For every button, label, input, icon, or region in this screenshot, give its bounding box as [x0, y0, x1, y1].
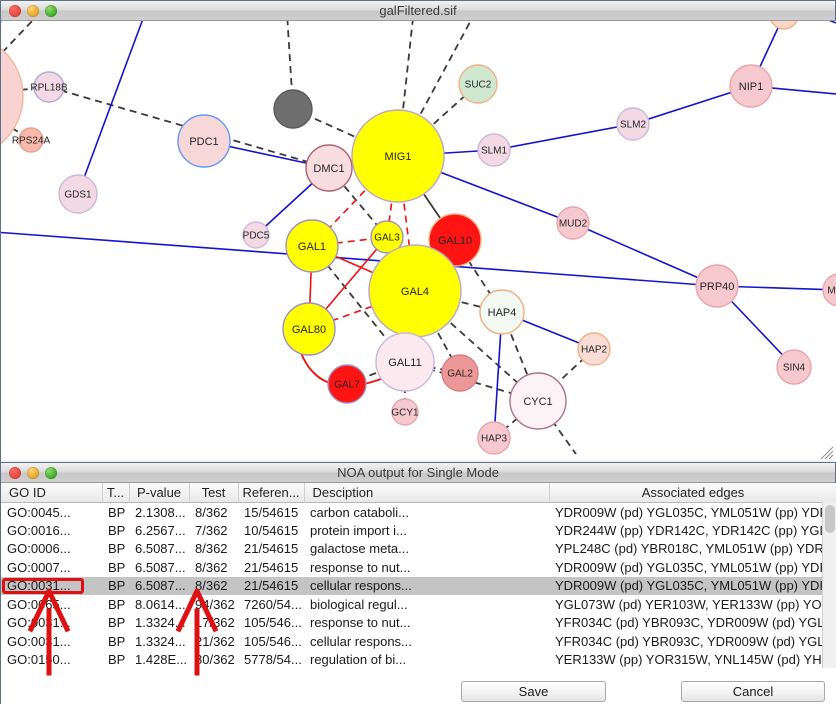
svg-text:GCY1: GCY1	[391, 408, 419, 419]
svg-text:NIP1: NIP1	[739, 81, 763, 93]
svg-text:DMC1: DMC1	[313, 163, 344, 175]
svg-text:MSI1: MSI1	[827, 286, 836, 297]
svg-text:HAP4: HAP4	[488, 307, 517, 319]
svg-text:GAL11: GAL11	[388, 357, 421, 369]
svg-text:GAL7: GAL7	[334, 380, 360, 391]
svg-text:PRP40: PRP40	[700, 281, 735, 293]
svg-text:MUD2: MUD2	[559, 219, 588, 230]
svg-text:HAP2: HAP2	[581, 345, 608, 356]
svg-text:GAL10: GAL10	[438, 235, 472, 247]
svg-text:GAL4: GAL4	[401, 286, 429, 298]
svg-text:RPL18B: RPL18B	[30, 83, 68, 94]
svg-text:SIN4: SIN4	[783, 363, 806, 374]
svg-text:GDS1: GDS1	[64, 190, 92, 201]
svg-text:GAL80: GAL80	[292, 324, 326, 336]
svg-text:PDC5: PDC5	[243, 231, 270, 242]
svg-text:SUC2: SUC2	[465, 80, 492, 91]
svg-text:GAL3: GAL3	[374, 233, 400, 244]
svg-text:SLM1: SLM1	[481, 146, 508, 157]
svg-text:RPS24A: RPS24A	[12, 136, 51, 147]
svg-text:PDC1: PDC1	[189, 136, 218, 148]
svg-text:GAL2: GAL2	[447, 369, 473, 380]
svg-text:MIG1: MIG1	[385, 151, 412, 163]
svg-text:SLM2: SLM2	[620, 120, 647, 131]
svg-text:GAL1: GAL1	[298, 241, 326, 253]
svg-text:HAP3: HAP3	[481, 434, 508, 445]
svg-text:CYC1: CYC1	[523, 396, 552, 408]
